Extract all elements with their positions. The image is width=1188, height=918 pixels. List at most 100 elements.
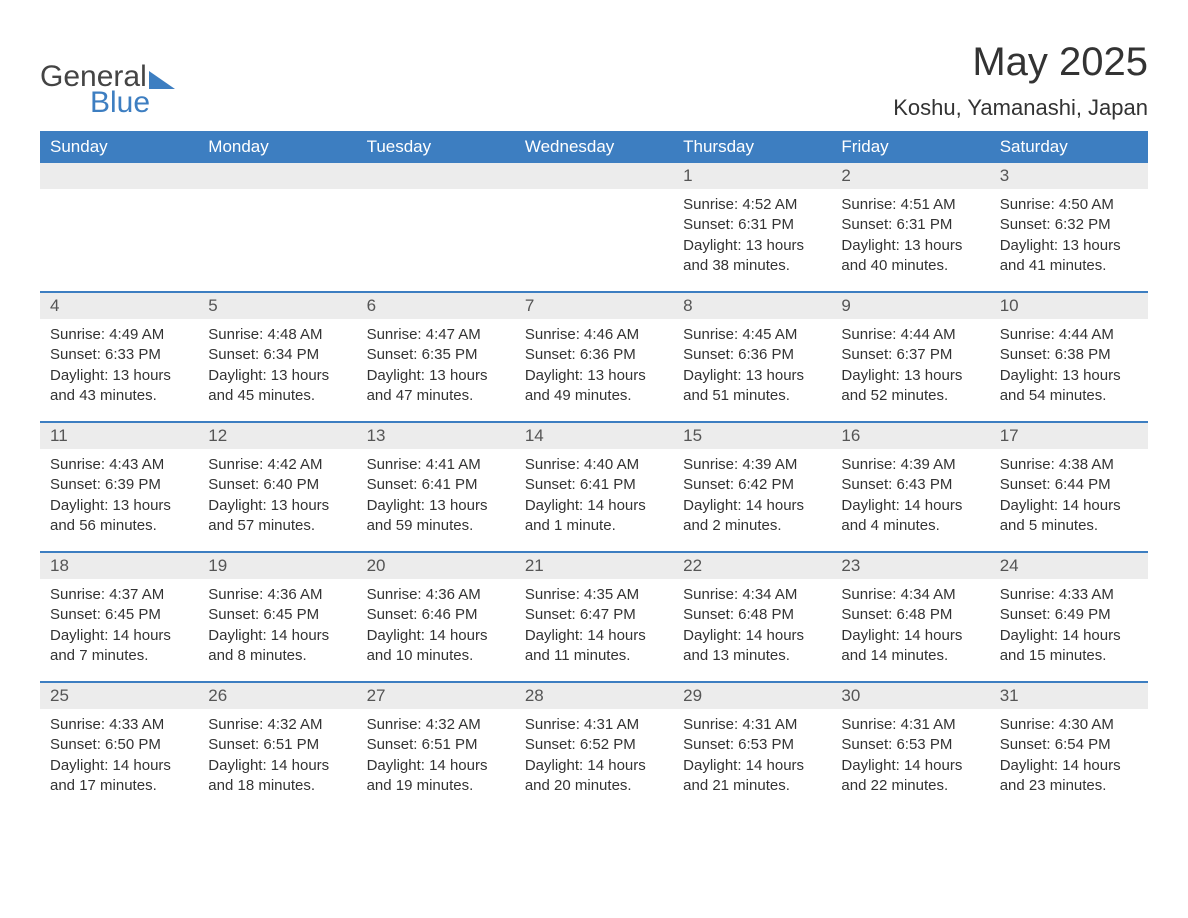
day-details: Sunrise: 4:31 AMSunset: 6:53 PMDaylight:… xyxy=(673,709,831,796)
day-cell: 22Sunrise: 4:34 AMSunset: 6:48 PMDayligh… xyxy=(673,553,831,681)
day-number: 16 xyxy=(831,423,989,449)
day-line-sr: Sunrise: 4:43 AM xyxy=(50,455,188,475)
day-line-d1: Daylight: 14 hours xyxy=(525,496,663,516)
logo-word2: Blue xyxy=(90,86,175,120)
day-line-d1: Daylight: 14 hours xyxy=(683,756,821,776)
day-cell: 19Sunrise: 4:36 AMSunset: 6:45 PMDayligh… xyxy=(198,553,356,681)
day-cell: 16Sunrise: 4:39 AMSunset: 6:43 PMDayligh… xyxy=(831,423,989,551)
day-line-sr: Sunrise: 4:34 AM xyxy=(683,585,821,605)
day-number: 15 xyxy=(673,423,831,449)
day-line-sr: Sunrise: 4:31 AM xyxy=(683,715,821,735)
dayname-header: Sunday xyxy=(40,131,198,163)
day-line-d1: Daylight: 14 hours xyxy=(841,496,979,516)
day-line-ss: Sunset: 6:34 PM xyxy=(208,345,346,365)
day-number: 10 xyxy=(990,293,1148,319)
day-line-d2: and 15 minutes. xyxy=(1000,646,1138,666)
day-number: 7 xyxy=(515,293,673,319)
day-line-d2: and 49 minutes. xyxy=(525,386,663,406)
day-number: 3 xyxy=(990,163,1148,189)
day-number: 6 xyxy=(357,293,515,319)
day-line-ss: Sunset: 6:38 PM xyxy=(1000,345,1138,365)
week-row: 1Sunrise: 4:52 AMSunset: 6:31 PMDaylight… xyxy=(40,163,1148,291)
day-cell: 5Sunrise: 4:48 AMSunset: 6:34 PMDaylight… xyxy=(198,293,356,421)
week-row: 18Sunrise: 4:37 AMSunset: 6:45 PMDayligh… xyxy=(40,551,1148,681)
day-line-sr: Sunrise: 4:39 AM xyxy=(683,455,821,475)
day-line-d1: Daylight: 14 hours xyxy=(208,626,346,646)
day-cell: 7Sunrise: 4:46 AMSunset: 6:36 PMDaylight… xyxy=(515,293,673,421)
day-cell: 20Sunrise: 4:36 AMSunset: 6:46 PMDayligh… xyxy=(357,553,515,681)
day-line-ss: Sunset: 6:45 PM xyxy=(208,605,346,625)
day-line-ss: Sunset: 6:41 PM xyxy=(525,475,663,495)
day-cell: 24Sunrise: 4:33 AMSunset: 6:49 PMDayligh… xyxy=(990,553,1148,681)
day-line-d1: Daylight: 13 hours xyxy=(841,236,979,256)
day-details: Sunrise: 4:32 AMSunset: 6:51 PMDaylight:… xyxy=(198,709,356,796)
day-line-d2: and 54 minutes. xyxy=(1000,386,1138,406)
day-line-d1: Daylight: 13 hours xyxy=(683,366,821,386)
day-line-sr: Sunrise: 4:31 AM xyxy=(841,715,979,735)
day-number: 14 xyxy=(515,423,673,449)
week-row: 4Sunrise: 4:49 AMSunset: 6:33 PMDaylight… xyxy=(40,291,1148,421)
day-line-d2: and 8 minutes. xyxy=(208,646,346,666)
empty-day-bar xyxy=(198,163,356,189)
day-line-d2: and 52 minutes. xyxy=(841,386,979,406)
day-line-d2: and 18 minutes. xyxy=(208,776,346,796)
day-line-d2: and 22 minutes. xyxy=(841,776,979,796)
day-line-d1: Daylight: 14 hours xyxy=(50,626,188,646)
day-line-d2: and 41 minutes. xyxy=(1000,256,1138,276)
day-details: Sunrise: 4:35 AMSunset: 6:47 PMDaylight:… xyxy=(515,579,673,666)
day-number: 17 xyxy=(990,423,1148,449)
day-number: 23 xyxy=(831,553,989,579)
day-details: Sunrise: 4:44 AMSunset: 6:38 PMDaylight:… xyxy=(990,319,1148,406)
day-cell xyxy=(515,163,673,291)
day-number: 5 xyxy=(198,293,356,319)
weeks-container: 1Sunrise: 4:52 AMSunset: 6:31 PMDaylight… xyxy=(40,163,1148,811)
day-number: 29 xyxy=(673,683,831,709)
day-line-sr: Sunrise: 4:52 AM xyxy=(683,195,821,215)
day-line-d2: and 4 minutes. xyxy=(841,516,979,536)
day-cell xyxy=(40,163,198,291)
day-line-ss: Sunset: 6:47 PM xyxy=(525,605,663,625)
day-line-ss: Sunset: 6:42 PM xyxy=(683,475,821,495)
header-block: General Blue May 2025 Koshu, Yamanashi, … xyxy=(40,40,1148,121)
day-cell: 26Sunrise: 4:32 AMSunset: 6:51 PMDayligh… xyxy=(198,683,356,811)
day-details: Sunrise: 4:52 AMSunset: 6:31 PMDaylight:… xyxy=(673,189,831,276)
day-cell: 31Sunrise: 4:30 AMSunset: 6:54 PMDayligh… xyxy=(990,683,1148,811)
day-cell: 6Sunrise: 4:47 AMSunset: 6:35 PMDaylight… xyxy=(357,293,515,421)
day-line-sr: Sunrise: 4:34 AM xyxy=(841,585,979,605)
day-line-d2: and 21 minutes. xyxy=(683,776,821,796)
day-details: Sunrise: 4:39 AMSunset: 6:43 PMDaylight:… xyxy=(831,449,989,536)
day-details: Sunrise: 4:36 AMSunset: 6:45 PMDaylight:… xyxy=(198,579,356,666)
day-cell: 1Sunrise: 4:52 AMSunset: 6:31 PMDaylight… xyxy=(673,163,831,291)
dayname-header: Saturday xyxy=(990,131,1148,163)
day-line-d1: Daylight: 13 hours xyxy=(683,236,821,256)
day-line-d2: and 5 minutes. xyxy=(1000,516,1138,536)
title-block: May 2025 Koshu, Yamanashi, Japan xyxy=(893,40,1148,121)
day-line-d2: and 2 minutes. xyxy=(683,516,821,536)
day-line-ss: Sunset: 6:48 PM xyxy=(841,605,979,625)
day-line-ss: Sunset: 6:32 PM xyxy=(1000,215,1138,235)
day-details: Sunrise: 4:48 AMSunset: 6:34 PMDaylight:… xyxy=(198,319,356,406)
day-line-d2: and 43 minutes. xyxy=(50,386,188,406)
day-number: 18 xyxy=(40,553,198,579)
day-line-ss: Sunset: 6:44 PM xyxy=(1000,475,1138,495)
day-line-ss: Sunset: 6:35 PM xyxy=(367,345,505,365)
day-cell: 13Sunrise: 4:41 AMSunset: 6:41 PMDayligh… xyxy=(357,423,515,551)
day-line-sr: Sunrise: 4:32 AM xyxy=(367,715,505,735)
day-line-sr: Sunrise: 4:39 AM xyxy=(841,455,979,475)
day-details: Sunrise: 4:33 AMSunset: 6:49 PMDaylight:… xyxy=(990,579,1148,666)
day-line-d2: and 20 minutes. xyxy=(525,776,663,796)
day-line-d2: and 45 minutes. xyxy=(208,386,346,406)
day-line-ss: Sunset: 6:43 PM xyxy=(841,475,979,495)
day-line-d1: Daylight: 13 hours xyxy=(1000,366,1138,386)
day-line-ss: Sunset: 6:46 PM xyxy=(367,605,505,625)
day-line-ss: Sunset: 6:49 PM xyxy=(1000,605,1138,625)
day-line-d1: Daylight: 14 hours xyxy=(683,626,821,646)
day-number: 1 xyxy=(673,163,831,189)
day-line-d1: Daylight: 14 hours xyxy=(841,626,979,646)
day-line-sr: Sunrise: 4:42 AM xyxy=(208,455,346,475)
day-cell: 10Sunrise: 4:44 AMSunset: 6:38 PMDayligh… xyxy=(990,293,1148,421)
dayname-header: Monday xyxy=(198,131,356,163)
day-line-d2: and 40 minutes. xyxy=(841,256,979,276)
page-title: May 2025 xyxy=(893,40,1148,85)
day-cell: 3Sunrise: 4:50 AMSunset: 6:32 PMDaylight… xyxy=(990,163,1148,291)
